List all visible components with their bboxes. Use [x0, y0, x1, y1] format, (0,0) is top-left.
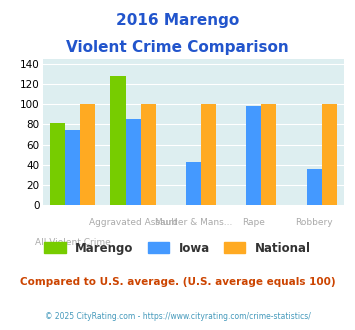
Bar [201, 105, 216, 205]
Text: Rape: Rape [242, 218, 265, 227]
Bar [126, 119, 141, 205]
Bar [322, 105, 337, 205]
Text: Aggravated Assault: Aggravated Assault [89, 218, 178, 227]
Bar [141, 105, 156, 205]
Text: Violent Crime Comparison: Violent Crime Comparison [66, 40, 289, 54]
Text: Robbery: Robbery [295, 218, 333, 227]
Text: © 2025 CityRating.com - https://www.cityrating.com/crime-statistics/: © 2025 CityRating.com - https://www.city… [45, 312, 310, 321]
Bar [110, 77, 126, 205]
Bar [186, 162, 201, 205]
Bar [307, 169, 322, 205]
Text: 2016 Marengo: 2016 Marengo [116, 13, 239, 28]
Bar [246, 107, 261, 205]
Bar [50, 123, 65, 205]
Text: All Violent Crime: All Violent Crime [35, 238, 111, 247]
Bar [261, 105, 277, 205]
Legend: Marengo, Iowa, National: Marengo, Iowa, National [40, 237, 315, 259]
Text: Murder & Mans...: Murder & Mans... [155, 218, 232, 227]
Bar [80, 105, 95, 205]
Bar [65, 130, 80, 205]
Text: Compared to U.S. average. (U.S. average equals 100): Compared to U.S. average. (U.S. average … [20, 277, 335, 287]
